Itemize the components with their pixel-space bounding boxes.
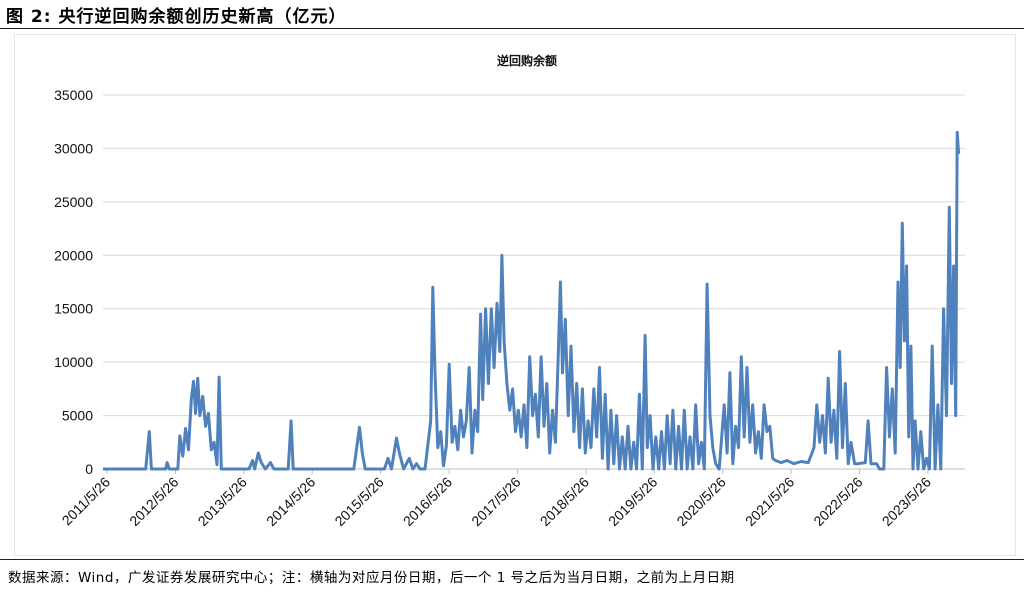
y-tick-label: 35000	[54, 87, 93, 103]
x-tick-label: 2019/5/26	[605, 474, 661, 530]
x-tick-label: 2017/5/26	[468, 474, 524, 530]
x-tick-label: 2016/5/26	[400, 474, 456, 530]
bottom-rule	[0, 559, 1024, 560]
x-tick-label: 2018/5/26	[537, 474, 593, 530]
x-tick-label: 2013/5/26	[195, 474, 251, 530]
y-tick-label: 0	[85, 461, 93, 477]
x-tick-label: 2011/5/26	[58, 474, 113, 529]
y-tick-label: 20000	[54, 247, 93, 263]
figure-title: 图 2: 央行逆回购余额创历史新高（亿元）	[6, 7, 347, 27]
top-rule	[0, 28, 1024, 29]
reverse-repo-balance-chart: 逆回购余额 0 5000 10000 15000 20000 25000 30000 3500…	[54, 53, 965, 529]
gridlines	[103, 94, 965, 470]
x-tick-label: 2022/5/26	[810, 474, 866, 530]
y-tick-label: 30000	[54, 140, 93, 156]
y-tick-label: 15000	[54, 301, 93, 317]
source-note: 数据来源：Wind，广发证券发展研究中心；注：横轴为对应月份日期，后一个 1 号…	[8, 570, 735, 586]
chart-panel: 逆回购余额 0 5000 10000 15000 20000 25000 30000 3500…	[14, 34, 1016, 556]
x-tick-label: 2020/5/26	[673, 474, 729, 530]
chart-title: 逆回购余额	[497, 53, 557, 68]
x-tick-label: 2021/5/26	[742, 474, 798, 530]
series-line	[103, 130, 961, 471]
y-tick-label: 5000	[62, 408, 93, 424]
y-tick-label: 25000	[54, 194, 93, 210]
x-axis-ticks: 2011/5/26 2012/5/26 2013/5/26 2014/5/26 2015…	[58, 469, 934, 529]
y-axis-ticks: 0 5000 10000 15000 20000 25000 30000 35000	[54, 87, 93, 477]
x-tick-label: 2014/5/26	[263, 474, 319, 530]
x-tick-label: 2015/5/26	[331, 474, 387, 530]
y-tick-label: 10000	[54, 354, 93, 370]
x-tick-label: 2012/5/26	[126, 474, 182, 530]
x-tick-label: 2023/5/26	[879, 474, 935, 530]
